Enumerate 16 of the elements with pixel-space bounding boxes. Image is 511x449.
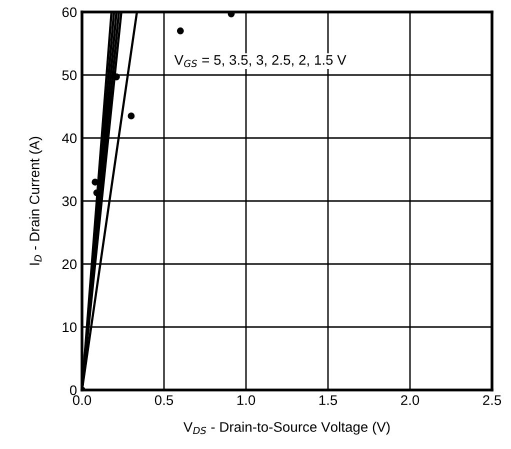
y-tick-label: 10 — [62, 322, 77, 332]
x-tick-label: 2.5 — [483, 395, 502, 406]
y-tick-label: 0 — [70, 385, 77, 396]
annotation: V$_{GS}$ = 5, 3.5, 3, 2.5, 2, 1.5 V — [174, 55, 346, 68]
x-tick-label: 1.5 — [319, 395, 338, 406]
y-axis-title: I$_{D}$ - Drain Current (A) — [29, 136, 42, 265]
y-tick-label: 60 — [62, 7, 77, 18]
y-tick-label: 20 — [62, 259, 77, 270]
y-tick-label: 30 — [62, 196, 77, 206]
y-tick-label: 40 — [62, 133, 77, 144]
x-tick-label: 2.0 — [401, 395, 420, 406]
x-tick-label: 0.5 — [154, 395, 174, 406]
x-tick-label: 1.0 — [237, 395, 256, 406]
x-tick-label: 0.0 — [72, 395, 92, 406]
y-tick-label: 50 — [62, 70, 77, 80]
x-axis-title: V$_{DS}$ - Drain-to-Source Voltage (V) — [183, 422, 390, 435]
